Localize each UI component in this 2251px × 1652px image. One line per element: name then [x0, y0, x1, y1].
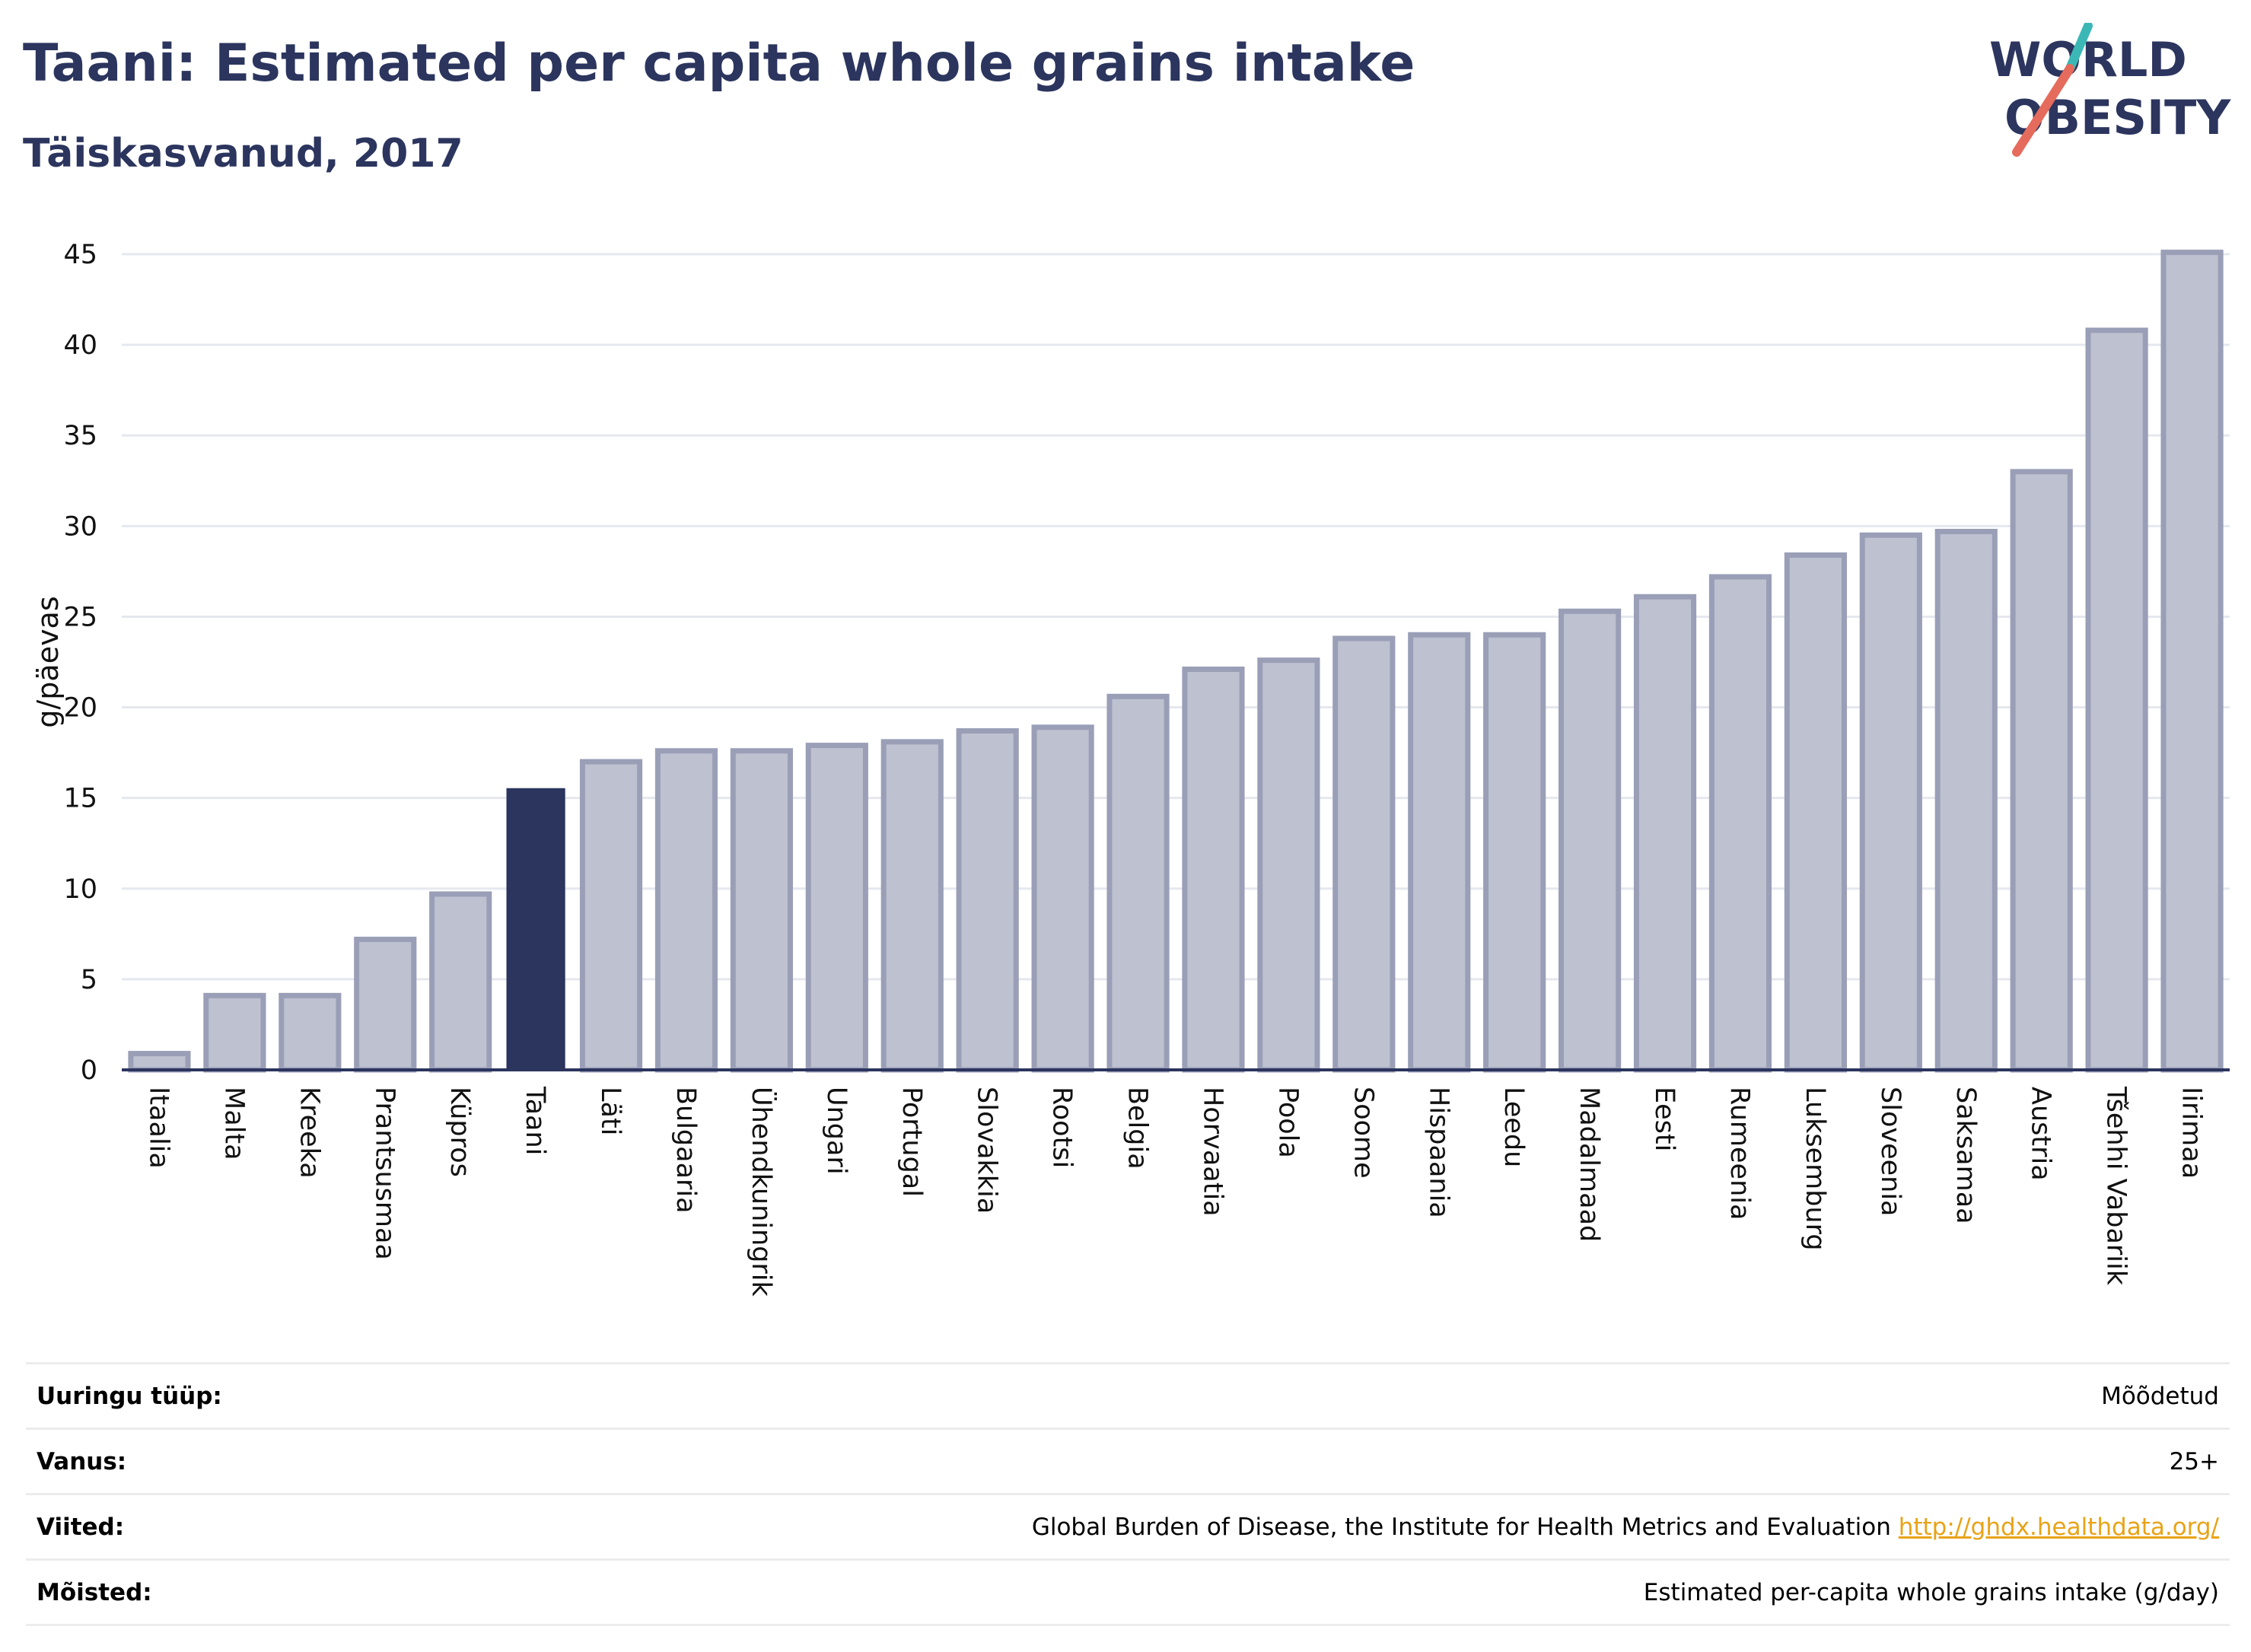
- bar-küpros: [429, 891, 492, 1073]
- bar-bulgaaria: [654, 748, 718, 1073]
- info-label: Viited:: [37, 1513, 125, 1541]
- bar-slovakkia: [956, 728, 1019, 1073]
- y-tick-label: 45: [63, 240, 97, 270]
- page-subtitle: Täiskasvanud, 2017: [23, 131, 463, 177]
- info-label: Mõisted:: [37, 1578, 152, 1606]
- bar-tšehhi-vabariik: [2085, 327, 2148, 1073]
- bar-belgia: [1106, 693, 1170, 1073]
- bar-iirimaa: [2160, 250, 2224, 1073]
- x-tick-label: Eesti: [1649, 1087, 1679, 1151]
- bar-poola: [1257, 657, 1320, 1073]
- x-tick-label: Saksamaa: [1950, 1087, 1981, 1224]
- x-tick-label: Itaalia: [143, 1087, 174, 1169]
- info-value: Mõõdetud: [2101, 1382, 2219, 1410]
- bar-rumeenia: [1708, 574, 1772, 1073]
- source-link[interactable]: http://ghdx.healthdata.org/: [1898, 1513, 2219, 1541]
- x-tick-label: Iirimaa: [2176, 1087, 2207, 1179]
- y-tick-label: 40: [63, 330, 97, 361]
- bar-luksemburg: [1784, 552, 1847, 1073]
- info-label: Vanus:: [37, 1447, 127, 1475]
- world-obesity-logo: WORLD OBESITY: [1989, 23, 2231, 157]
- x-tick-label: Soome: [1348, 1087, 1378, 1179]
- y-tick-label: 35: [63, 421, 97, 451]
- x-tick-label: Prantsusmaa: [369, 1087, 400, 1260]
- info-label: Uuringu tüüp:: [37, 1382, 222, 1410]
- bar-malta: [203, 992, 266, 1073]
- info-row: Viited: Global Burden of Disease, the Ins…: [26, 1493, 2230, 1558]
- x-tick-label: Läti: [595, 1087, 626, 1135]
- x-tick-label: Ungari: [821, 1087, 852, 1175]
- y-tick-label: 20: [63, 693, 97, 724]
- y-tick-label: 25: [63, 602, 97, 632]
- info-value: Global Burden of Disease, the Institute …: [1031, 1513, 2219, 1541]
- y-axis-label: g/päevas: [31, 596, 65, 727]
- bar-saksamaa: [1934, 528, 1998, 1073]
- x-tick-label: Belgia: [1122, 1087, 1153, 1170]
- bar-leedu: [1483, 632, 1546, 1073]
- x-tick-label: Sloveenia: [1875, 1087, 1906, 1217]
- bar-sloveenia: [1859, 532, 1922, 1073]
- x-tick-label: Rootsi: [1047, 1087, 1078, 1168]
- bar-horvaatia: [1182, 667, 1245, 1073]
- bar-prantsusmaa: [354, 936, 417, 1073]
- x-tick-label: Bulgaaria: [670, 1087, 701, 1214]
- x-tick-label: Poola: [1272, 1087, 1303, 1158]
- info-row: Vanus: 25+: [26, 1428, 2230, 1493]
- bar-rootsi: [1031, 724, 1094, 1073]
- x-tick-label: Malta: [218, 1087, 249, 1160]
- x-tick-label: Kreeka: [294, 1087, 324, 1179]
- bar-chart: 0 5 10 15 20 25 30 35 40 45 g/päevas Itaalia Malta Kr…: [31, 240, 2230, 1297]
- bar-portugal: [880, 739, 944, 1073]
- info-row: Uuringu tüüp: Mõõdetud: [26, 1362, 2230, 1428]
- x-tick-label: Küpros: [444, 1087, 475, 1177]
- y-tick-label: 30: [63, 511, 97, 542]
- page-title: Taani: Estimated per capita whole grains…: [23, 33, 1415, 94]
- x-tick-label: Leedu: [1498, 1087, 1529, 1167]
- bar-hispaania: [1408, 632, 1471, 1073]
- info-table: Uuringu tüüp: Mõõdetud Vanus: 25+ Viited: Glo…: [26, 1362, 2230, 1626]
- x-tick-label: Portugal: [896, 1087, 927, 1197]
- bar-läti: [579, 759, 643, 1073]
- bar-ungari: [805, 743, 868, 1073]
- y-tick-label: 10: [63, 874, 97, 905]
- svg-text:WORLD: WORLD: [1989, 32, 2187, 88]
- info-value: Estimated per-capita whole grains intake…: [1643, 1578, 2219, 1606]
- x-tick-label: Taani: [520, 1086, 550, 1155]
- bar-kreeka: [279, 992, 342, 1073]
- x-tick-label: Austria: [2026, 1087, 2056, 1181]
- x-tick-label: Hispaania: [1423, 1087, 1453, 1218]
- bar-soome: [1332, 635, 1396, 1073]
- x-tick-label: Rumeenia: [1724, 1087, 1755, 1220]
- bar-eesti: [1633, 594, 1697, 1073]
- x-tick-label: Ühendkuningrik: [746, 1087, 778, 1297]
- info-value: 25+: [2169, 1447, 2219, 1475]
- bar-taani: [506, 788, 565, 1071]
- y-tick-label: 15: [63, 784, 97, 814]
- y-tick-label: 5: [81, 965, 97, 995]
- info-row: Mõisted: Estimated per-capita whole grain…: [26, 1558, 2230, 1626]
- x-tick-label: Horvaatia: [1197, 1087, 1227, 1217]
- bar-austria: [2010, 469, 2073, 1073]
- bar-itaalia: [128, 1051, 191, 1073]
- x-tick-label: Madalmaad: [1574, 1087, 1604, 1242]
- bar-ühendkuningrik: [730, 748, 793, 1073]
- x-tick-label: Slovakkia: [972, 1087, 1002, 1214]
- x-tick-label: Luksemburg: [1800, 1087, 1830, 1251]
- bar-madalmaad: [1559, 608, 1622, 1073]
- x-tick-label: Tšehhi Vabariik: [2101, 1086, 2132, 1286]
- y-tick-label: 0: [81, 1055, 97, 1086]
